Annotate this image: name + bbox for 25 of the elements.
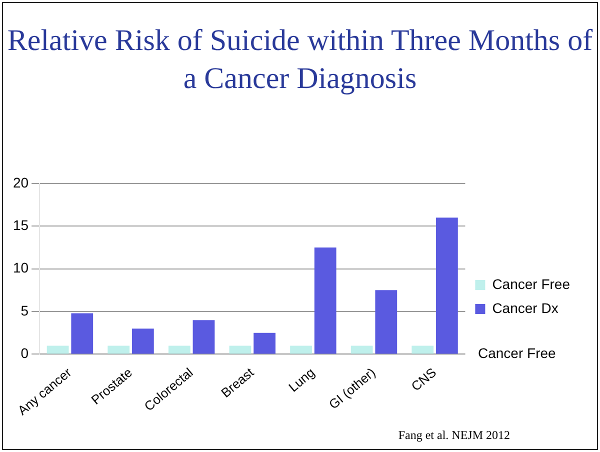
text: Cancer Free xyxy=(478,345,556,361)
bar xyxy=(436,218,458,354)
bar xyxy=(132,328,154,354)
chart-title: Relative Risk of Suicide within Three Months of a Cancer Diagnosis xyxy=(6,23,594,97)
bar xyxy=(168,346,190,354)
bar xyxy=(192,320,215,354)
y-tick-label: 20 xyxy=(12,174,29,190)
y-tick-label: 10 xyxy=(12,260,29,276)
y-tick-label: 15 xyxy=(12,216,29,233)
legend-label: Cancer Free xyxy=(492,276,570,292)
text: Fang et al. NEJM 2012 xyxy=(398,428,510,443)
legend-label: Cancer Dx xyxy=(492,300,558,316)
bar xyxy=(314,247,336,354)
bar xyxy=(254,332,276,354)
bar xyxy=(71,313,94,354)
y-tick-label: 0 xyxy=(20,345,29,362)
bar xyxy=(350,346,373,354)
bar xyxy=(46,346,69,354)
x-tick-label: CNS xyxy=(408,364,440,394)
bar xyxy=(290,346,312,354)
bar xyxy=(229,346,252,354)
bar xyxy=(108,346,130,354)
bar xyxy=(375,290,398,354)
bar xyxy=(412,346,434,354)
y-tick-label: 5 xyxy=(20,302,29,318)
